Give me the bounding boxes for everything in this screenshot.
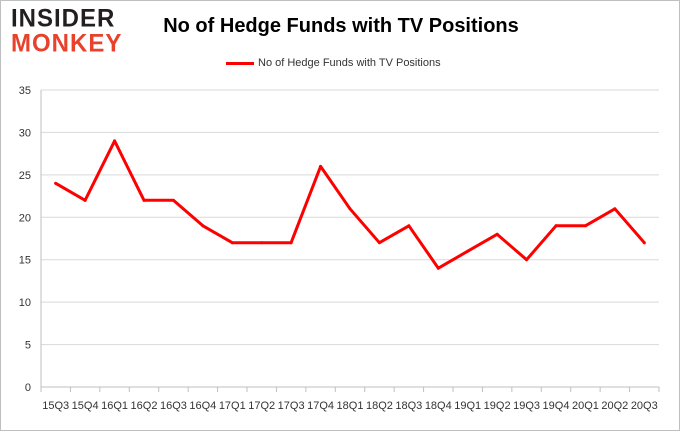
data-point bbox=[171, 198, 175, 202]
data-point bbox=[495, 232, 499, 236]
x-tick-label: 19Q3 bbox=[513, 400, 540, 412]
data-point bbox=[142, 198, 146, 202]
data-point bbox=[525, 258, 529, 262]
data-point bbox=[377, 241, 381, 245]
data-point bbox=[201, 224, 205, 228]
logo-line-1: INSIDER bbox=[11, 4, 116, 33]
data-point bbox=[113, 139, 117, 143]
chart-legend: No of Hedge Funds with TV Positions bbox=[226, 55, 441, 71]
x-tick-label: 18Q2 bbox=[366, 400, 393, 412]
insider-monkey-logo: INSIDER MONKEY bbox=[11, 4, 131, 58]
y-tick-label: 15 bbox=[19, 255, 31, 267]
y-tick-label: 5 bbox=[25, 340, 31, 352]
series-line bbox=[54, 139, 646, 270]
x-tick-label: 20Q2 bbox=[601, 400, 628, 412]
y-tick-label: 0 bbox=[25, 382, 31, 394]
data-point bbox=[289, 241, 293, 245]
x-tick-label: 17Q4 bbox=[307, 400, 334, 412]
x-tick-label: 19Q2 bbox=[484, 400, 511, 412]
x-tick-label: 15Q4 bbox=[72, 400, 99, 412]
logo-line-2: MONKEY bbox=[11, 29, 123, 58]
legend-swatch bbox=[226, 61, 254, 65]
x-tick-label: 16Q2 bbox=[131, 400, 158, 412]
data-point bbox=[230, 241, 234, 245]
data-point bbox=[319, 164, 323, 168]
data-point bbox=[436, 266, 440, 270]
data-point bbox=[554, 224, 558, 228]
x-tick-label: 16Q3 bbox=[160, 400, 187, 412]
x-tick-label: 17Q1 bbox=[219, 400, 246, 412]
x-tick-label: 16Q1 bbox=[101, 400, 128, 412]
data-point bbox=[260, 241, 264, 245]
chart-title: No of Hedge Funds with TV Positions bbox=[163, 15, 519, 37]
data-point bbox=[83, 198, 87, 202]
y-tick-label: 10 bbox=[19, 297, 31, 309]
data-point bbox=[407, 224, 411, 228]
x-tick-label: 19Q4 bbox=[543, 400, 570, 412]
x-tick-label: 16Q4 bbox=[189, 400, 216, 412]
x-tick-label: 18Q1 bbox=[337, 400, 364, 412]
data-point bbox=[348, 207, 352, 211]
x-tick-label: 17Q3 bbox=[278, 400, 305, 412]
x-tick-label: 19Q1 bbox=[454, 400, 481, 412]
y-tick-label: 35 bbox=[19, 85, 31, 97]
x-tick-label: 18Q3 bbox=[395, 400, 422, 412]
x-tick-label: 15Q3 bbox=[42, 400, 69, 412]
legend-label: No of Hedge Funds with TV Positions bbox=[258, 57, 441, 69]
data-point bbox=[583, 224, 587, 228]
data-point bbox=[54, 181, 58, 185]
y-tick-label: 20 bbox=[19, 212, 31, 224]
x-tick-label: 17Q2 bbox=[248, 400, 275, 412]
y-tick-label: 25 bbox=[19, 170, 31, 182]
data-point bbox=[466, 249, 470, 253]
data-point bbox=[613, 207, 617, 211]
x-tick-label: 20Q1 bbox=[572, 400, 599, 412]
x-tick-label: 18Q4 bbox=[425, 400, 452, 412]
data-point bbox=[642, 241, 646, 245]
x-tick-label: 20Q3 bbox=[631, 400, 658, 412]
y-tick-label: 30 bbox=[19, 127, 31, 139]
